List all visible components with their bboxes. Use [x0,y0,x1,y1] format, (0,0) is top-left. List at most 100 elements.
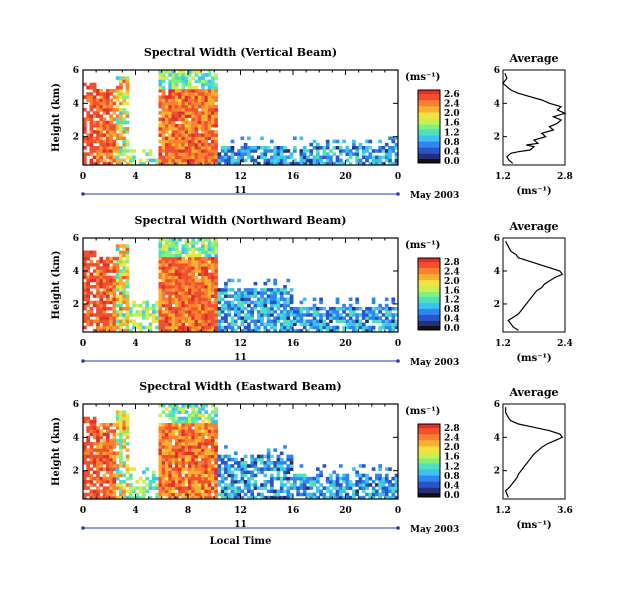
heatmap-cell [112,142,117,147]
heatmap-cell [279,483,284,487]
heatmap-cell [315,155,320,160]
heatmap-cell [188,288,192,292]
heatmap-cell [109,464,113,468]
heatmap-cell [214,448,218,452]
heatmap-cell [381,492,386,497]
heatmap-cell [204,322,209,327]
heatmap-cell [270,313,274,317]
heatmap-cell [112,117,117,122]
heatmap-cell [181,127,186,131]
heatmap-cell [270,294,274,298]
heatmap-cell [109,269,113,273]
colorbar-swatch [418,434,440,437]
heatmap-cell [220,155,225,160]
heatmap-cell [207,473,212,478]
heatmap-cell [171,263,176,267]
heatmap-cell [227,454,232,459]
heatmap-cell [99,266,104,270]
heatmap-cell [168,470,172,475]
heatmap-cell [191,244,195,248]
heatmap-cell [109,489,113,494]
heatmap-cell [322,313,327,317]
heatmap-cell [178,438,182,443]
heatmap-cell [184,275,189,280]
heatmap-cell [197,313,202,317]
heatmap-cell [194,288,199,292]
heatmap-cell [201,457,205,462]
heatmap-cell [171,70,176,74]
heatmap-cell [168,492,172,497]
heatmap-cell [384,313,389,317]
heatmap-cell [161,108,166,112]
heatmap-cell [92,492,97,497]
heatmap-cell [378,486,382,490]
heatmap-cell [125,247,130,251]
heatmap-cell [207,313,212,317]
heatmap-cell [168,322,172,327]
heatmap-cell [89,278,94,283]
heatmap-cell [237,480,241,484]
heatmap-cell [83,285,87,289]
heatmap-cell [109,101,113,106]
heatmap-cell [188,480,192,484]
heatmap-cell [119,108,123,112]
heatmap-cell [112,297,117,302]
heatmap-cell [171,429,176,433]
heatmap-cell [174,313,179,317]
heatmap-cell [276,470,281,475]
heatmap-cell [194,104,199,109]
heatmap-cell [171,111,176,115]
heatmap-cell [181,82,186,87]
colorbar-tick-label: 1.6 [444,119,460,129]
heatmap-cell [102,310,107,314]
heatmap-cell [207,158,212,163]
heatmap-cell [122,92,127,96]
heatmap-cell [161,244,166,248]
heatmap-cell [161,253,166,258]
heatmap-cell [184,495,189,500]
heatmap-cell [115,322,120,327]
colorbar-swatch [418,278,440,281]
heatmap-cell [161,85,166,90]
heatmap-cell [165,306,169,311]
heatmap-cell [115,410,120,414]
heatmap-cell [197,442,202,446]
heatmap-cell [171,448,176,452]
heatmap-cell [158,404,163,408]
heatmap-cell [92,101,97,106]
heatmap-cell [348,297,353,302]
heatmap-cell [158,117,163,122]
heatmap-cell [266,316,271,320]
heatmap-cell [243,316,248,320]
heatmap-cell [171,294,176,298]
heatmap-cell [214,423,218,427]
heatmap-cell [132,495,136,500]
heatmap-cell [168,461,172,465]
heatmap-cell [161,149,166,153]
heatmap-cell [178,146,182,150]
heatmap-cell [181,407,186,411]
heatmap-cell [240,328,245,333]
heatmap-cell [391,149,396,153]
heatmap-cell [181,300,186,305]
heatmap-cell [352,325,356,330]
heatmap-cell [105,432,110,437]
heatmap-cell [165,253,169,258]
heatmap-cell [109,445,113,449]
heatmap-cell [207,108,212,112]
heatmap-cell [207,256,212,261]
heatmap-cell [329,483,333,487]
heatmap-cell [381,325,386,330]
heatmap-cell [165,70,169,74]
heatmap-cell [276,303,281,308]
heatmap-cell [112,316,117,320]
heatmap-cell [171,272,176,276]
profile-y-tick-label: 2 [494,467,500,477]
heatmap-cell [240,310,245,314]
heatmap-cell [289,322,294,327]
heatmap-cell [83,108,87,112]
heatmap-cell [86,464,90,468]
heatmap-cell [355,322,360,327]
heatmap-cell [355,489,360,494]
heatmap-cell [210,454,215,459]
